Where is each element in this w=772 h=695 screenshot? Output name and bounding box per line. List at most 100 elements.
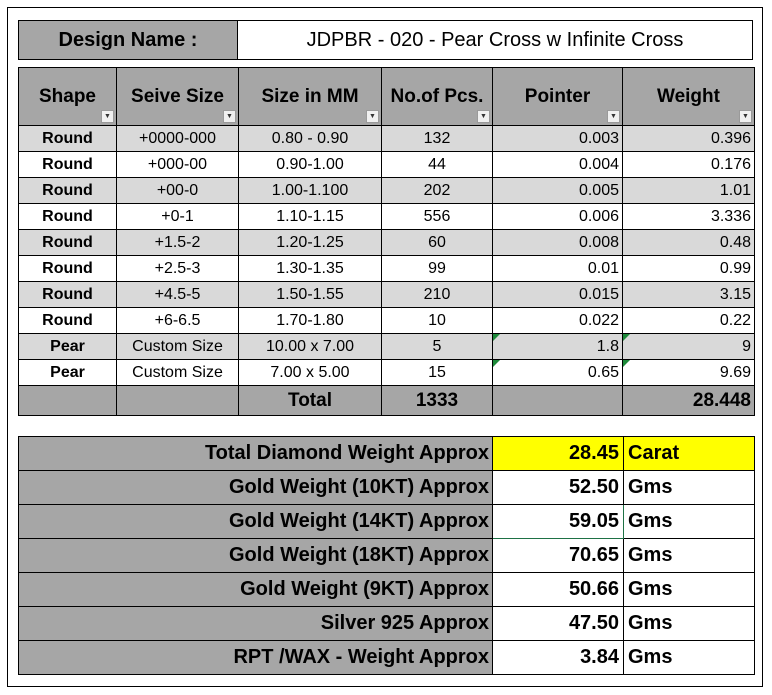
cell-pieces[interactable]: 202	[381, 177, 493, 204]
summary-label[interactable]: Gold Weight (10KT) Approx	[18, 470, 493, 505]
cell-seive-size[interactable]: Custom Size	[116, 333, 239, 360]
cell-pieces[interactable]: 210	[381, 281, 493, 308]
cell-shape[interactable]: Round	[18, 281, 117, 308]
cell-shape[interactable]: Round	[18, 125, 117, 152]
cell-pieces[interactable]: 10	[381, 307, 493, 334]
cell-seive-size[interactable]: +000-00	[116, 151, 239, 178]
summary-unit[interactable]: Gms	[623, 606, 755, 641]
total-weight[interactable]: 28.448	[622, 385, 755, 416]
summary-value[interactable]: 70.65	[492, 538, 624, 573]
summary-unit[interactable]: Gms	[623, 504, 755, 539]
cell-shape[interactable]: Round	[18, 203, 117, 230]
cell-pointer[interactable]: 0.005	[492, 177, 623, 204]
cell-weight[interactable]: 0.176	[622, 151, 755, 178]
cell-shape[interactable]: Round	[18, 229, 117, 256]
cell-size-mm[interactable]: 1.70-1.80	[238, 307, 382, 334]
cell-size-mm[interactable]: 1.30-1.35	[238, 255, 382, 282]
summary-label[interactable]: Total Diamond Weight Approx	[18, 436, 493, 471]
total-cell-empty[interactable]	[492, 385, 623, 416]
filter-dropdown-icon[interactable]: ▼	[366, 110, 379, 123]
cell-seive-size[interactable]: +0-1	[116, 203, 239, 230]
cell-pieces[interactable]: 5	[381, 333, 493, 360]
cell-pointer[interactable]: 0.015	[492, 281, 623, 308]
cell-size-mm[interactable]: 1.00-1.100	[238, 177, 382, 204]
filter-dropdown-icon[interactable]: ▼	[739, 110, 752, 123]
summary-value[interactable]: 28.45	[492, 436, 624, 471]
cell-weight[interactable]: 0.48	[622, 229, 755, 256]
filter-dropdown-icon[interactable]: ▼	[223, 110, 236, 123]
summary-value[interactable]: 50.66	[492, 572, 624, 607]
summary-label[interactable]: Silver 925 Approx	[18, 606, 493, 641]
summary-value[interactable]: 59.05	[492, 504, 624, 539]
cell-pieces[interactable]: 132	[381, 125, 493, 152]
summary-value[interactable]: 47.50	[492, 606, 624, 641]
summary-value[interactable]: 3.84	[492, 640, 624, 675]
cell-pointer[interactable]: 0.01	[492, 255, 623, 282]
cell-size-mm[interactable]: 10.00 x 7.00	[238, 333, 382, 360]
cell-seive-size[interactable]: Custom Size	[116, 359, 239, 386]
filter-dropdown-icon[interactable]: ▼	[101, 110, 114, 123]
cell-pointer[interactable]: 0.006	[492, 203, 623, 230]
summary-label[interactable]: Gold Weight (9KT) Approx	[18, 572, 493, 607]
summary-label[interactable]: Gold Weight (18KT) Approx	[18, 538, 493, 573]
cell-shape[interactable]: Round	[18, 307, 117, 334]
cell-pieces[interactable]: 556	[381, 203, 493, 230]
cell-pointer[interactable]: 1.8	[492, 333, 623, 360]
summary-value[interactable]: 52.50	[492, 470, 624, 505]
cell-pieces[interactable]: 99	[381, 255, 493, 282]
cell-size-mm[interactable]: 1.10-1.15	[238, 203, 382, 230]
design-name-value[interactable]: JDPBR - 020 - Pear Cross w Infinite Cros…	[237, 20, 753, 60]
cell-shape[interactable]: Pear	[18, 333, 117, 360]
cell-pointer[interactable]: 0.004	[492, 151, 623, 178]
cell-pieces[interactable]: 60	[381, 229, 493, 256]
cell-weight[interactable]: 9	[622, 333, 755, 360]
cell-weight[interactable]: 0.396	[622, 125, 755, 152]
filter-active-icon[interactable]: ▼	[477, 110, 490, 123]
design-name-label[interactable]: Design Name :	[18, 20, 238, 60]
cell-weight[interactable]: 3.336	[622, 203, 755, 230]
cell-size-mm[interactable]: 7.00 x 5.00	[238, 359, 382, 386]
cell-pointer[interactable]: 0.003	[492, 125, 623, 152]
total-cell-empty[interactable]	[116, 385, 239, 416]
col-header-size[interactable]: Size in MM ▼	[238, 67, 382, 126]
filter-dropdown-icon[interactable]: ▼	[607, 110, 620, 123]
summary-unit[interactable]: Gms	[623, 572, 755, 607]
cell-shape[interactable]: Round	[18, 255, 117, 282]
col-header-pcs[interactable]: No.of Pcs. ▼	[381, 67, 493, 126]
col-header-shape[interactable]: Shape ▼	[18, 67, 117, 126]
summary-unit[interactable]: Gms	[623, 640, 755, 675]
cell-shape[interactable]: Round	[18, 177, 117, 204]
cell-pieces[interactable]: 15	[381, 359, 493, 386]
col-header-seive[interactable]: Seive Size ▼	[116, 67, 239, 126]
cell-weight[interactable]: 0.22	[622, 307, 755, 334]
cell-weight[interactable]: 0.99	[622, 255, 755, 282]
cell-pieces[interactable]: 44	[381, 151, 493, 178]
cell-pointer[interactable]: 0.022	[492, 307, 623, 334]
cell-seive-size[interactable]: +2.5-3	[116, 255, 239, 282]
col-header-pointer[interactable]: Pointer ▼	[492, 67, 623, 126]
cell-seive-size[interactable]: +1.5-2	[116, 229, 239, 256]
cell-weight[interactable]: 9.69	[622, 359, 755, 386]
total-label[interactable]: Total	[238, 385, 382, 416]
cell-size-mm[interactable]: 0.90-1.00	[238, 151, 382, 178]
cell-seive-size[interactable]: +6-6.5	[116, 307, 239, 334]
cell-seive-size[interactable]: +00-0	[116, 177, 239, 204]
summary-label[interactable]: RPT /WAX - Weight Approx	[18, 640, 493, 675]
cell-size-mm[interactable]: 1.50-1.55	[238, 281, 382, 308]
summary-label[interactable]: Gold Weight (14KT) Approx	[18, 504, 493, 539]
cell-pointer[interactable]: 0.65	[492, 359, 623, 386]
cell-seive-size[interactable]: +4.5-5	[116, 281, 239, 308]
cell-size-mm[interactable]: 0.80 - 0.90	[238, 125, 382, 152]
summary-unit[interactable]: Gms	[623, 538, 755, 573]
cell-shape[interactable]: Pear	[18, 359, 117, 386]
total-cell-empty[interactable]	[18, 385, 117, 416]
col-header-weight[interactable]: Weight ▼	[622, 67, 755, 126]
total-pcs[interactable]: 1333	[381, 385, 493, 416]
cell-seive-size[interactable]: +0000-000	[116, 125, 239, 152]
cell-size-mm[interactable]: 1.20-1.25	[238, 229, 382, 256]
cell-weight[interactable]: 3.15	[622, 281, 755, 308]
summary-unit[interactable]: Carat	[623, 436, 755, 471]
cell-pointer[interactable]: 0.008	[492, 229, 623, 256]
cell-shape[interactable]: Round	[18, 151, 117, 178]
cell-weight[interactable]: 1.01	[622, 177, 755, 204]
